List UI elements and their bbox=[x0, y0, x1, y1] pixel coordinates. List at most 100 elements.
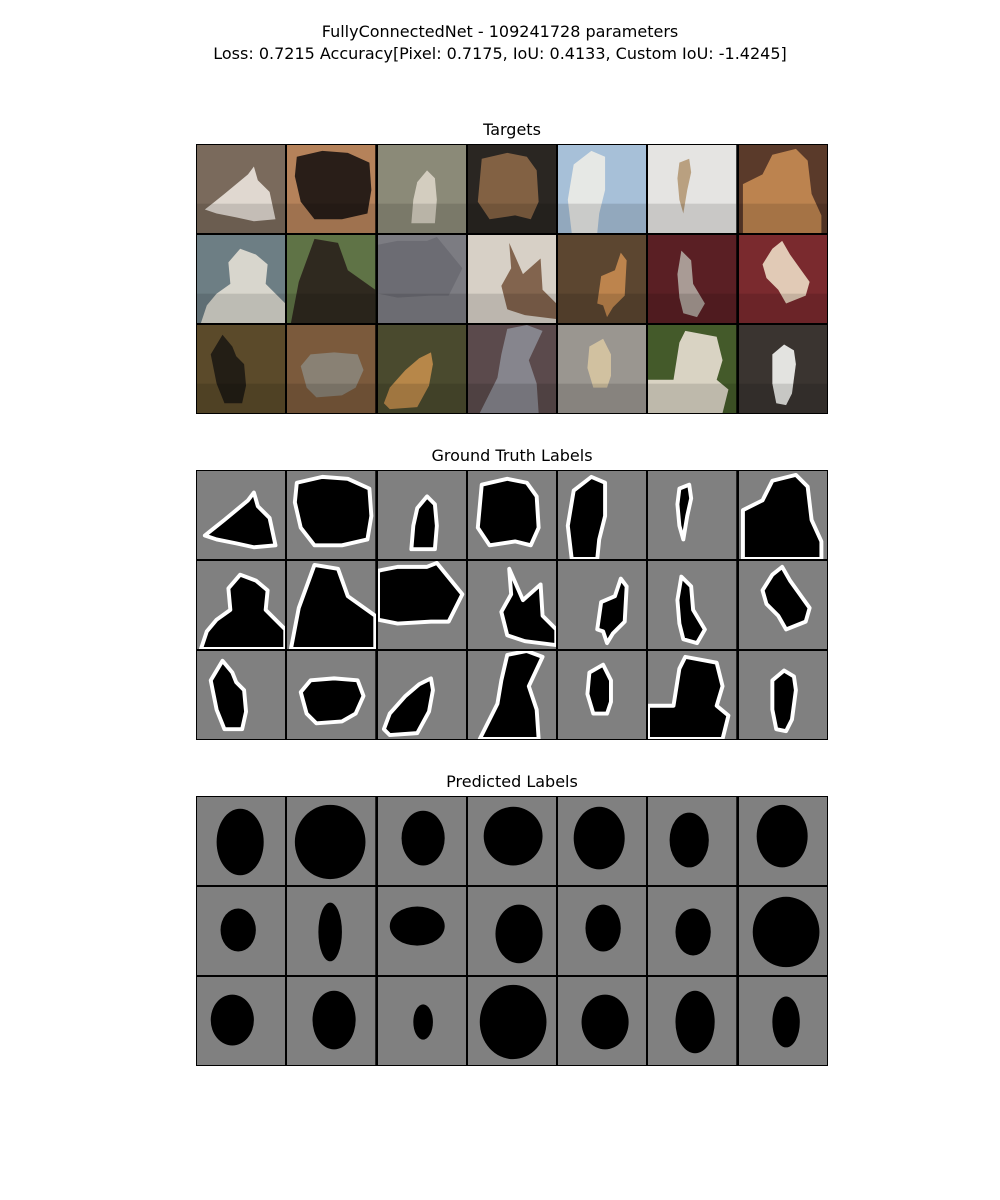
blob-prediction bbox=[318, 902, 343, 962]
blob-prediction bbox=[670, 812, 710, 868]
predicted-mask bbox=[738, 977, 827, 1065]
predicted-mask bbox=[377, 887, 466, 975]
predicted-mask bbox=[377, 977, 466, 1065]
targets-grid bbox=[196, 144, 828, 414]
target-image bbox=[197, 325, 286, 413]
predicted-mask bbox=[738, 797, 827, 885]
dog-silhouette bbox=[772, 344, 796, 406]
blob-prediction bbox=[585, 904, 621, 952]
figure-metrics: Loss: 0.7215 Accuracy[Pixel: 0.7175, IoU… bbox=[213, 44, 787, 63]
predicted-mask bbox=[287, 887, 376, 975]
mask-background bbox=[648, 471, 737, 559]
ground-shade bbox=[377, 293, 466, 323]
ground-shade bbox=[648, 293, 737, 323]
target-image bbox=[377, 145, 466, 233]
predicted-mask bbox=[197, 797, 286, 885]
target-image bbox=[287, 235, 376, 323]
ground-shade bbox=[467, 203, 557, 233]
blob-prediction bbox=[573, 806, 625, 870]
dog-lying-mask bbox=[381, 676, 435, 738]
image-background bbox=[648, 145, 737, 233]
ground-shade bbox=[558, 383, 647, 413]
cat-sitting-mask bbox=[499, 566, 557, 648]
blob-prediction bbox=[675, 990, 716, 1054]
dog-face-mask bbox=[475, 476, 541, 548]
blob-prediction bbox=[295, 804, 366, 880]
dog-silhouette bbox=[383, 352, 433, 410]
target-image bbox=[558, 145, 647, 233]
ground-truth-mask bbox=[467, 471, 557, 559]
blob-prediction bbox=[401, 810, 445, 866]
ground-truth-mask bbox=[467, 651, 557, 739]
target-image bbox=[197, 145, 286, 233]
target-image bbox=[648, 325, 737, 413]
predicted-mask bbox=[197, 977, 286, 1065]
dog-sitting-mask bbox=[208, 658, 249, 732]
target-image bbox=[738, 325, 827, 413]
dog-bottom-corner-mask bbox=[648, 654, 731, 739]
ground-truth-mask bbox=[287, 471, 376, 559]
blob-prediction bbox=[210, 994, 254, 1046]
predicted-mask bbox=[287, 977, 376, 1065]
predicted-mask bbox=[467, 887, 557, 975]
cat-silhouette bbox=[501, 242, 557, 320]
cat-silhouette bbox=[677, 250, 706, 318]
blob-prediction bbox=[675, 908, 712, 956]
lying-cat-large-mask bbox=[293, 474, 374, 548]
cat-silhouette bbox=[479, 325, 543, 413]
predicted-mask bbox=[287, 797, 376, 885]
predicted-mask bbox=[558, 977, 647, 1065]
blob-prediction bbox=[479, 984, 547, 1060]
ground-shade bbox=[738, 293, 827, 323]
predicted-grid bbox=[196, 796, 828, 1066]
ground-shade bbox=[287, 383, 376, 413]
dog-tiny-mask bbox=[675, 482, 694, 542]
dog-silhouette bbox=[410, 170, 437, 224]
target-image bbox=[648, 145, 737, 233]
ground-shade bbox=[738, 383, 827, 413]
blob-prediction bbox=[216, 808, 264, 876]
ground-shade bbox=[197, 203, 286, 233]
target-image bbox=[558, 325, 647, 413]
predicted-mask bbox=[467, 977, 557, 1065]
predicted-mask bbox=[377, 797, 466, 885]
predicted-mask bbox=[558, 887, 647, 975]
blob-prediction bbox=[483, 806, 543, 866]
blob-prediction bbox=[495, 904, 543, 964]
ground-truth-mask bbox=[648, 651, 737, 739]
target-image bbox=[558, 235, 647, 323]
dog-white-mask bbox=[770, 668, 798, 734]
ground-shade bbox=[648, 383, 737, 413]
dog-silhouette bbox=[301, 352, 364, 398]
ground-truth-mask bbox=[738, 471, 827, 559]
predicted-mask bbox=[197, 887, 286, 975]
cat-lying-wide-mask bbox=[377, 561, 464, 626]
ground-truth-mask bbox=[377, 471, 466, 559]
dog-silhouette bbox=[210, 334, 247, 404]
ground-truth-mask bbox=[377, 561, 466, 649]
ground-truth-mask bbox=[648, 471, 737, 559]
cat-silhouette bbox=[377, 236, 462, 298]
dog-silhouette bbox=[587, 338, 612, 388]
target-image bbox=[648, 235, 737, 323]
dog-tall-mask bbox=[565, 474, 608, 559]
blob-prediction bbox=[389, 906, 445, 946]
dog-head-body-mask bbox=[198, 572, 286, 649]
dog-silhouette bbox=[291, 238, 376, 323]
ground-shade bbox=[377, 203, 466, 233]
ground-truth-mask bbox=[197, 471, 286, 559]
figure-title: FullyConnectedNet - 109241728 parameters bbox=[321, 22, 679, 41]
blob-prediction bbox=[312, 990, 356, 1050]
ground-shade bbox=[467, 293, 557, 323]
ground-truth-mask bbox=[648, 561, 737, 649]
target-image bbox=[287, 145, 376, 233]
targets-title: Targets bbox=[483, 120, 541, 139]
dog-silhouette bbox=[477, 152, 539, 220]
ground-truth-mask bbox=[287, 561, 376, 649]
dog-silhouette bbox=[200, 248, 286, 323]
ground-shade bbox=[738, 203, 827, 233]
target-image bbox=[467, 145, 557, 233]
ground-truth-title: Ground Truth Labels bbox=[431, 446, 593, 465]
ground-truth-mask bbox=[377, 651, 466, 739]
ground-truth-mask bbox=[738, 561, 827, 649]
